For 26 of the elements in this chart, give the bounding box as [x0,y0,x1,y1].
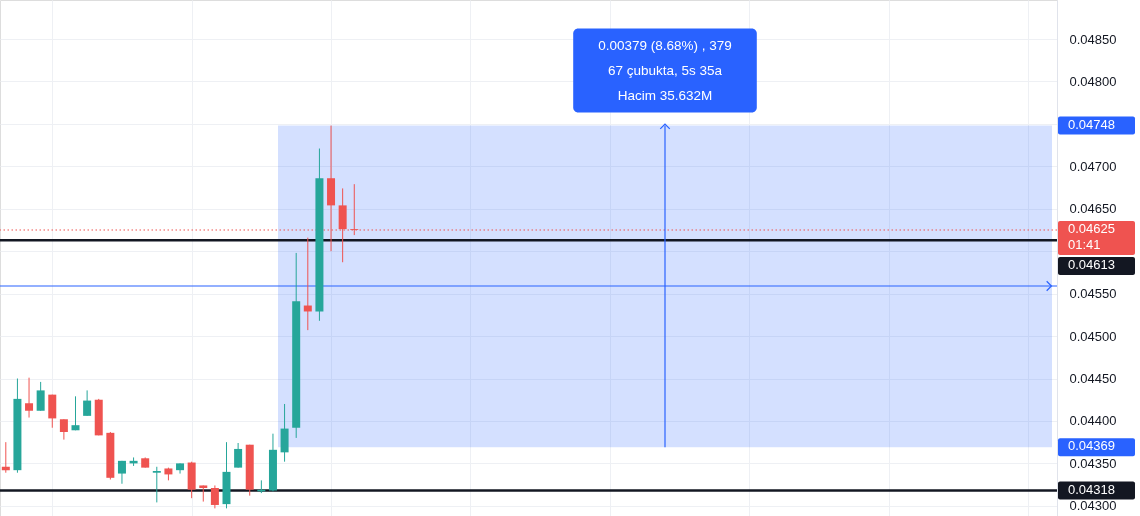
candlestick [36,381,45,412]
y-tick-label: 0.04300 [1069,498,1117,514]
candlestick [234,442,243,469]
candlestick [25,377,34,419]
y-tick-label: 0.04450 [1069,371,1117,387]
candlestick [210,484,219,509]
ref-line-label: 0.04318 [1068,481,1115,497]
y-tick-label: 0.04400 [1069,413,1117,429]
ref-line-label: 0.04613 [1068,256,1115,272]
y-tick-label: 0.04500 [1069,328,1117,344]
candlestick [71,395,80,431]
ref-line-label: 0.04625 01:41 [1068,220,1115,252]
candlestick [48,394,57,429]
y-tick-label: 0.04700 [1069,158,1117,174]
y-tick-label: 0.04550 [1069,286,1117,302]
y-tick-label: 0.04850 [1069,31,1117,47]
text: 0.04748 [1068,116,1115,132]
candlestick [59,418,68,441]
y-tick-label: 0.04800 [1069,73,1117,89]
candlestick [280,403,289,463]
candlestick [83,389,92,417]
candlestick [152,466,161,503]
y-tick-label: 0.04350 [1069,455,1117,471]
y-tick-label: 0.04650 [1069,201,1117,217]
band-label: 0.00379 (8.68%) , 379 67 çubukta, 5s 35a Hacim 35.632M [598,37,732,103]
text: 0.04369 [1068,438,1115,454]
